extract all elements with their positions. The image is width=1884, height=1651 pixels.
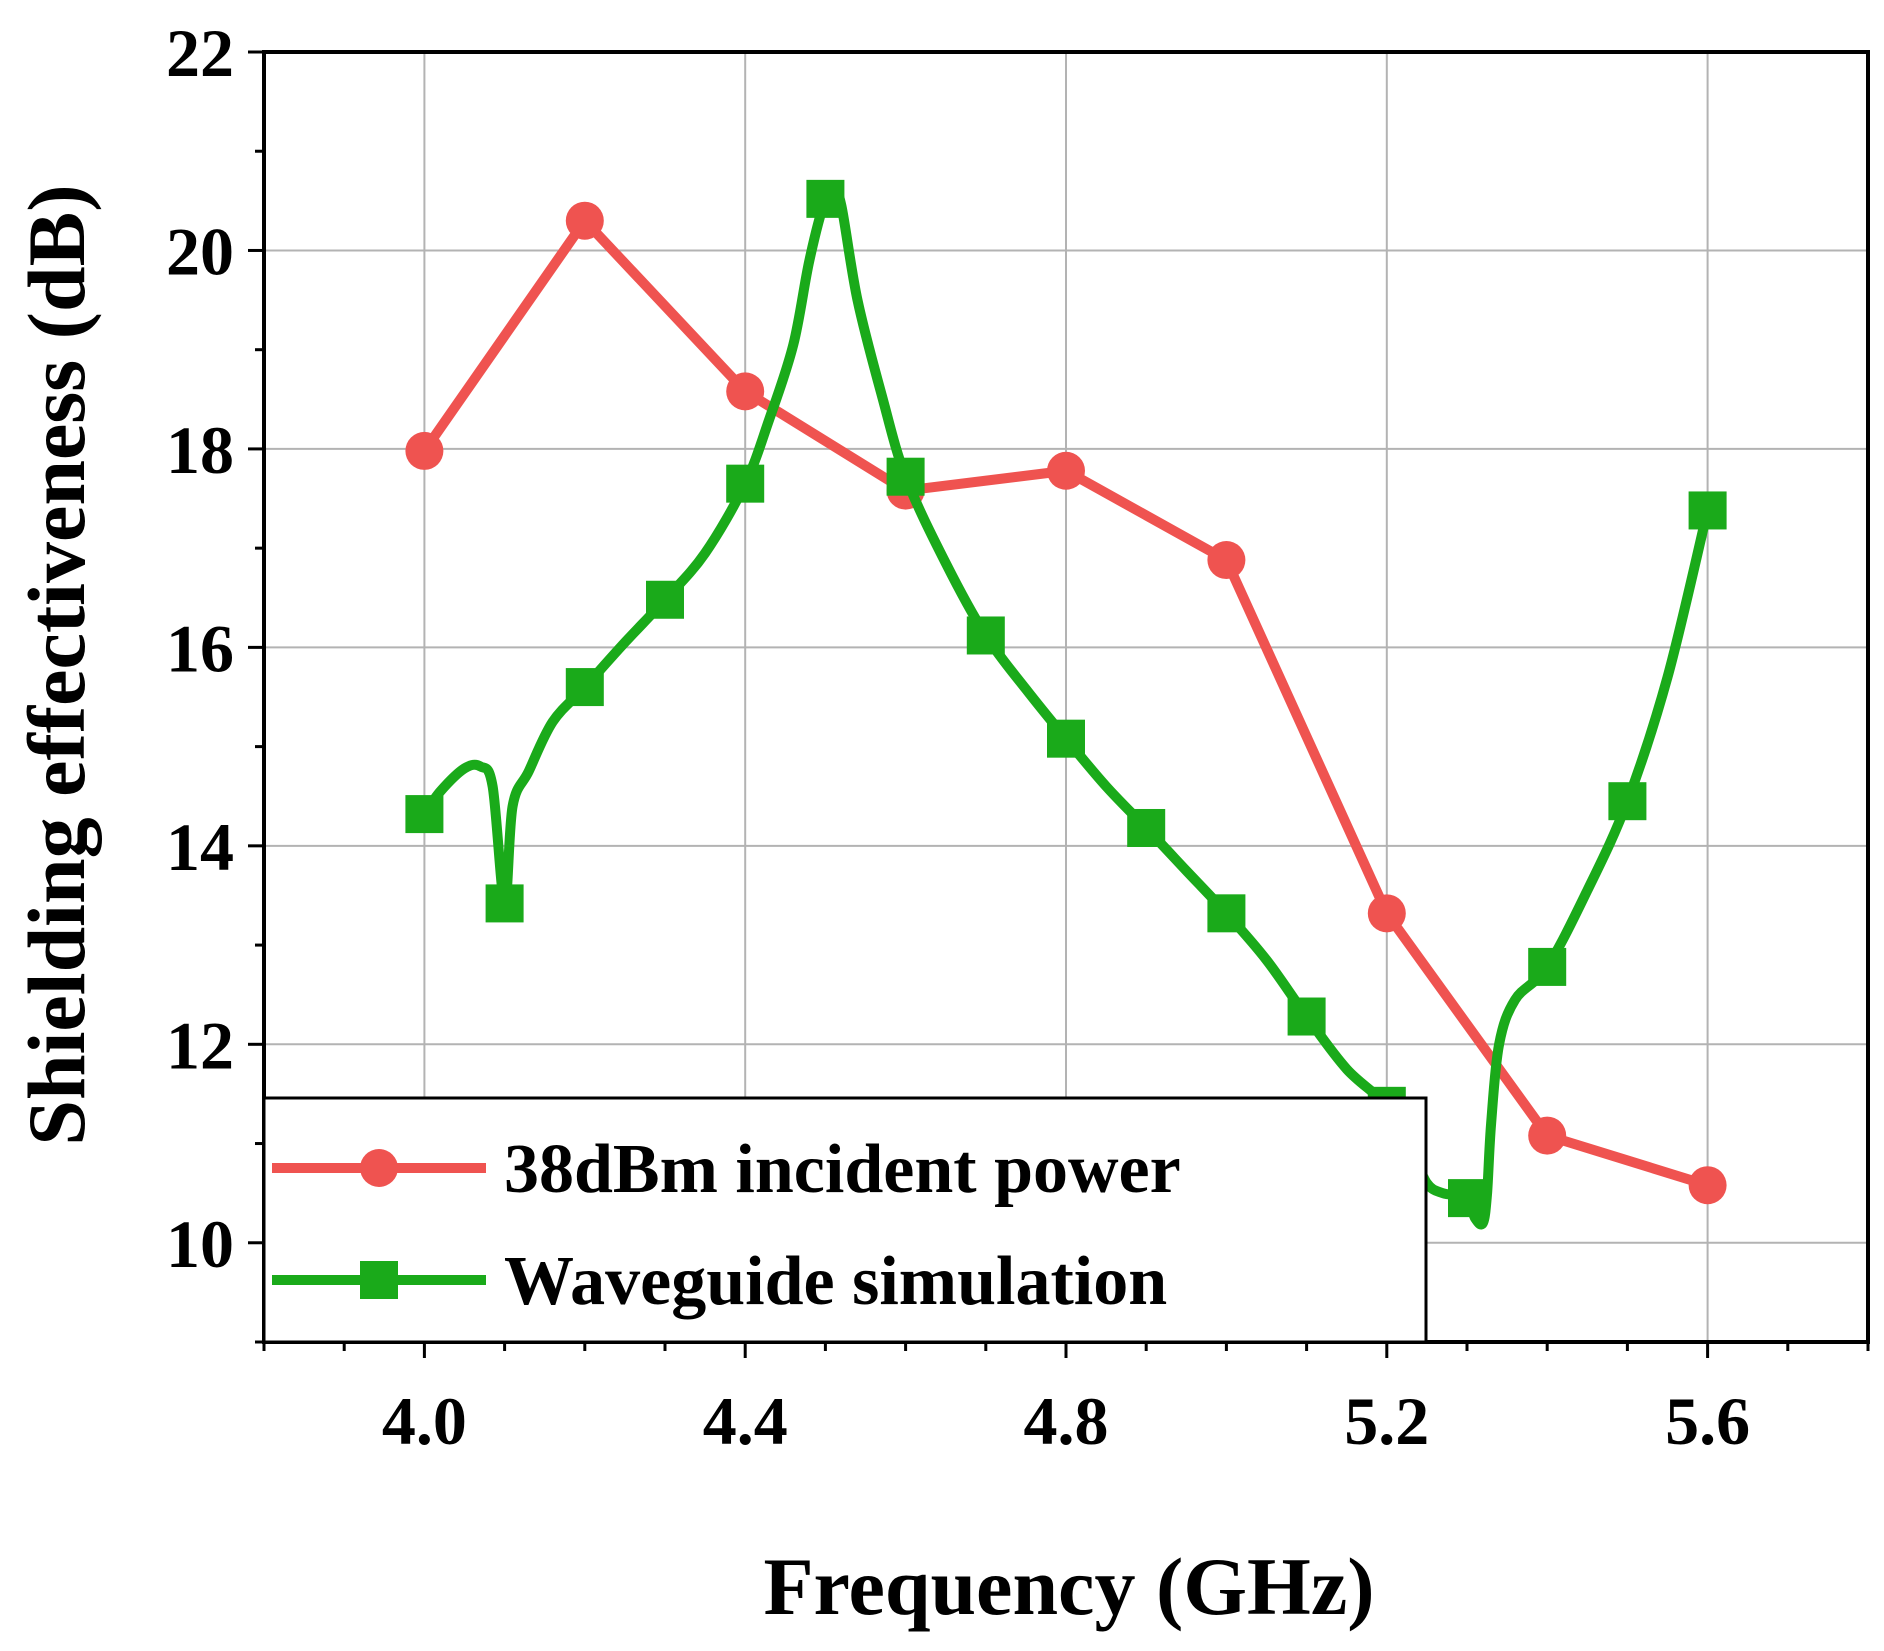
legend: 38dBm incident power Waveguide simulation [262,1096,1428,1344]
data-point [1287,997,1326,1036]
y-tick-label: 18 [166,412,234,488]
axes-layer: 10 12 14 16 18 20 22 4.0 4.4 4.8 5.2 5.6 [166,15,1870,1459]
data-point [1127,808,1166,847]
y-tick-label: 12 [166,1007,234,1083]
data-point [1047,719,1085,758]
legend-item-1: 38dBm incident power [272,1131,1181,1208]
y-tick-label: 14 [166,809,234,885]
data-point [1207,894,1246,933]
data-point [726,372,765,411]
data-layer [405,179,1727,1230]
data-point [485,884,524,923]
legend-item-2: Waveguide simulation [272,1243,1167,1320]
data-point [1528,947,1567,986]
legend-label: 38dBm incident power [504,1131,1181,1208]
x-tick-label: 4.0 [382,1383,467,1459]
y-tick-label: 10 [166,1206,234,1282]
data-point [1207,541,1246,580]
data-point [1688,491,1727,530]
y-tick-label: 16 [166,610,234,686]
x-tick-label: 5.2 [1344,1383,1429,1459]
data-point [405,431,444,470]
legend-marker [360,1149,398,1187]
data-point [565,201,604,240]
legend-box [262,1096,1428,1344]
data-point [646,580,684,619]
data-point [405,795,444,834]
x-tick-label: 5.6 [1665,1383,1750,1459]
legend-marker [360,1261,398,1299]
data-point [806,179,845,218]
data-point [1608,782,1647,821]
x-tick-label: 4.4 [703,1383,788,1459]
data-point [886,457,925,496]
data-point [1367,894,1406,933]
data-point [966,616,1005,655]
y-axis-title: Shielding effectiveness (dB) [11,184,102,1145]
y-tick-label: 20 [166,213,234,289]
series-2 [405,179,1727,1230]
x-axis-title: Frequency (GHz) [763,1541,1374,1632]
y-tick-label: 22 [166,15,234,91]
data-point [726,464,765,503]
series-line [419,183,1713,1230]
legend-label: Waveguide simulation [504,1243,1167,1320]
data-point [1688,1166,1727,1205]
data-point [1047,451,1085,490]
data-point [1528,1116,1567,1155]
data-point [565,668,604,707]
x-tick-label: 4.8 [1024,1383,1109,1459]
data-point [1448,1179,1486,1218]
